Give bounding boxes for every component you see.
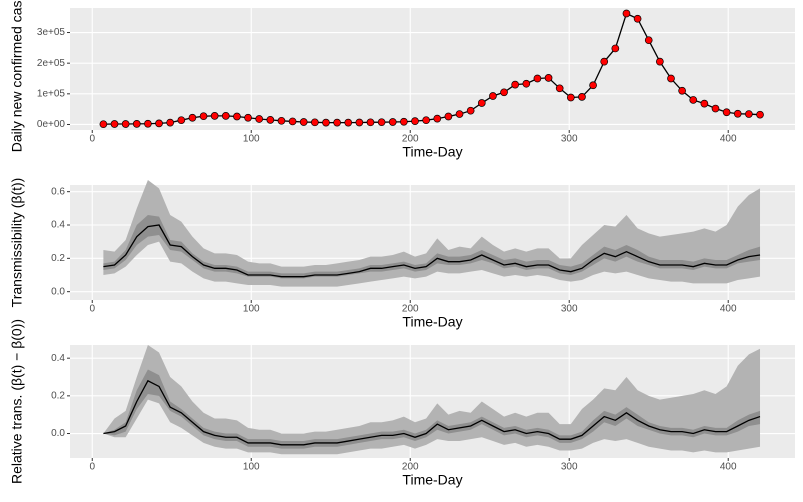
point (700, 99, 709, 108)
point (333, 118, 341, 127)
point (110, 120, 119, 128)
point (745, 110, 753, 118)
point (155, 119, 163, 128)
point (633, 14, 642, 23)
point (589, 81, 597, 90)
y-tick-label: 0.6 (51, 186, 65, 197)
point (433, 114, 442, 123)
y-tick-label: 0e+00 (37, 119, 66, 130)
x-tick-label: 200 (402, 462, 419, 473)
y-axis-title: Transmissibility (β(t)) (9, 178, 25, 308)
y-tick-label: 0.0 (51, 428, 65, 439)
line (103, 379, 761, 446)
point (388, 118, 397, 126)
point (733, 109, 742, 118)
point (121, 120, 130, 128)
point (667, 74, 675, 83)
y-tick-label: 3e+05 (37, 27, 66, 38)
point (221, 112, 230, 120)
y-tick-label: 0.2 (51, 390, 65, 401)
point (344, 118, 353, 127)
inner-band (103, 215, 761, 279)
panel-background (70, 8, 795, 130)
point (310, 118, 319, 127)
point (266, 116, 275, 124)
point (166, 118, 175, 127)
y-tick-label: 1e+05 (37, 88, 66, 99)
point (644, 36, 653, 45)
point (444, 112, 453, 121)
point (600, 57, 609, 66)
y-tick-label: 2e+05 (37, 58, 66, 69)
x-tick-label: 0 (89, 304, 95, 315)
point (711, 104, 720, 113)
point (689, 96, 698, 104)
x-tick-label: 400 (720, 304, 737, 315)
inner-band (103, 369, 761, 449)
x-axis-title: Time-Day (402, 472, 462, 488)
x-tick-label: 100 (243, 462, 260, 473)
y-tick-label: 0.0 (51, 286, 65, 297)
point (756, 110, 764, 119)
point (210, 112, 219, 120)
line (103, 224, 761, 278)
point (477, 99, 486, 107)
y-tick-label: 0.2 (51, 253, 65, 264)
x-axis-title: Time-Day (402, 314, 462, 330)
point (489, 92, 497, 100)
x-tick-label: 400 (720, 462, 737, 473)
point (422, 116, 430, 125)
point (611, 44, 620, 53)
point (500, 88, 508, 97)
x-tick-label: 0 (89, 462, 95, 473)
point (233, 112, 241, 121)
point (188, 113, 197, 122)
point (544, 74, 553, 82)
point (400, 117, 408, 126)
point (533, 74, 542, 83)
x-tick-label: 200 (402, 134, 419, 145)
point (555, 84, 564, 93)
point (99, 120, 108, 129)
y-axis-title: Relative trans. (β(t) − β(0)) (9, 319, 25, 484)
point (366, 118, 375, 127)
point (299, 118, 308, 126)
point (511, 80, 520, 89)
x-tick-label: 300 (561, 462, 578, 473)
point (255, 115, 264, 123)
point (566, 93, 575, 102)
x-tick-label: 0 (89, 134, 95, 145)
x-tick-label: 100 (243, 134, 260, 145)
point (144, 119, 152, 128)
point (199, 112, 208, 121)
point (277, 116, 286, 125)
point (177, 116, 186, 125)
y-tick-label: 0.4 (51, 353, 65, 364)
y-axis-title: Daily new confirmed cases (9, 0, 25, 152)
point (578, 93, 586, 101)
point (322, 118, 330, 127)
x-tick-label: 300 (561, 304, 578, 315)
point (522, 79, 531, 88)
x-tick-label: 300 (561, 134, 578, 145)
point (132, 120, 141, 128)
point (411, 117, 419, 125)
point (244, 113, 252, 122)
point (466, 106, 475, 115)
point (288, 117, 297, 126)
x-axis-title: Time-Day (402, 144, 462, 160)
x-tick-label: 100 (243, 304, 260, 315)
x-tick-label: 200 (402, 304, 419, 315)
point (377, 118, 386, 127)
y-tick-label: 0.4 (51, 220, 65, 231)
point (722, 108, 731, 117)
point (622, 9, 631, 18)
point (355, 118, 364, 127)
point (656, 57, 664, 66)
point (678, 86, 686, 95)
point (455, 110, 464, 118)
x-tick-label: 400 (720, 134, 737, 145)
